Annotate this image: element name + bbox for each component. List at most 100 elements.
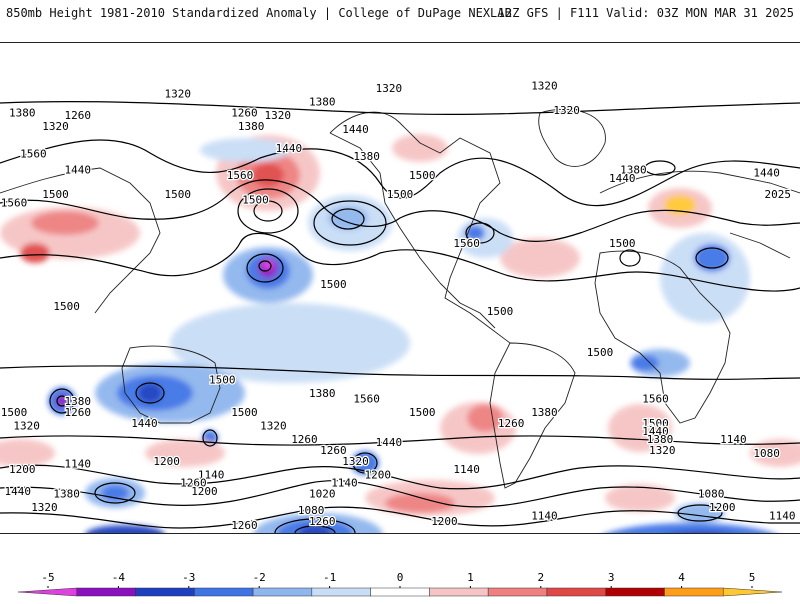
contour-label: 1440 — [276, 142, 303, 155]
contour-label: 1260 — [309, 515, 336, 528]
contour-label: 1500 — [409, 169, 436, 182]
contour-label: 1320 — [376, 82, 403, 95]
height-contours — [0, 101, 800, 533]
contour-label: 1320 — [42, 120, 69, 133]
contour-label: 1440 — [642, 425, 669, 438]
contour-label: 1200 — [9, 463, 36, 476]
contour-label: 1260 — [498, 417, 525, 430]
contour-label: 1380 — [9, 107, 36, 120]
colorbar-tick-label: -5 — [41, 571, 54, 584]
contour-label: 1380 — [53, 488, 80, 501]
map-title: 850mb Height 1981-2010 Standardized Anom… — [6, 6, 512, 20]
contour-label: 1140 — [769, 509, 796, 522]
colorbar-segment — [546, 587, 606, 597]
contour-label: 1140 — [198, 469, 225, 482]
contour-label: 1320 — [13, 420, 40, 433]
colorbar-segment — [370, 587, 430, 597]
contour-label: 1500 — [387, 188, 414, 201]
contour-label: 1080 — [698, 488, 725, 501]
contour-label: 1560 — [20, 147, 47, 160]
contour-label: 1440 — [609, 172, 636, 185]
contour-label: 1320 — [31, 501, 58, 514]
contour-label: 1560 — [353, 392, 380, 405]
contour-label: 1080 — [753, 447, 780, 460]
contour-label: 1500 — [209, 373, 236, 386]
colorbar-segment — [194, 587, 254, 597]
contour-label: 1320 — [531, 79, 558, 92]
contour-label: 2025 — [765, 188, 792, 201]
contour-label: 1500 — [231, 406, 258, 419]
contour-label: 1200 — [365, 469, 392, 482]
colorbar-segment — [429, 587, 489, 597]
contour-label: 1380 — [309, 387, 336, 400]
contour-label: 1560 — [227, 169, 254, 182]
contour-label: 1260 — [231, 519, 258, 532]
contour-label: 1320 — [260, 420, 287, 433]
contour-label: 1500 — [165, 188, 192, 201]
contour-label: 1200 — [709, 501, 736, 514]
contour-label: 1020 — [309, 488, 336, 501]
contour-label: 1140 — [531, 509, 558, 522]
contour-label: 1260 — [65, 109, 92, 122]
colorbar-tick-label: 1 — [467, 571, 474, 584]
colorbar-tick-label: 3 — [608, 571, 615, 584]
colorbar-tick-label: 4 — [678, 571, 685, 584]
contour-label: 1440 — [131, 417, 158, 430]
contour-label: 1260 — [65, 406, 92, 419]
contour-label: 1380 — [531, 406, 558, 419]
contour-label: 1500 — [320, 278, 347, 291]
contour-label: 1500 — [409, 406, 436, 419]
colorbar-tick-label: -3 — [182, 571, 195, 584]
colorbar-tick-label: -1 — [323, 571, 336, 584]
contour-label: 1200 — [431, 515, 458, 528]
contour-label: 1440 — [753, 166, 780, 179]
contour-label: 1260 — [320, 444, 347, 457]
colorbar-tick-label: -2 — [253, 571, 266, 584]
colorbar-segment — [17, 587, 78, 597]
coastlines — [0, 108, 800, 489]
contour-label: 1260 — [180, 477, 207, 490]
contour-label: 1380 — [620, 164, 647, 177]
contour-label: 1140 — [65, 458, 92, 471]
colorbar-tick-label: -4 — [112, 571, 126, 584]
contour-label: 1500 — [609, 237, 636, 250]
contour-label: 1440 — [376, 436, 403, 449]
contour-label: 1320 — [265, 109, 292, 122]
contour-label: 1380 — [647, 433, 674, 446]
contour-label: 1440 — [65, 164, 92, 177]
contour-label: 1080 — [298, 504, 325, 517]
contour-label: 1500 — [587, 346, 614, 359]
map-panel[interactable]: 1320 1320 1320 1380 1260 1320 1380 1260 1320 1380… — [0, 42, 800, 534]
colorbar-segment — [487, 587, 548, 597]
colorbar-segment — [664, 587, 724, 597]
contour-label: 1500 — [42, 188, 69, 201]
contour-label: 1140 — [453, 463, 480, 476]
contour-label: 1500 — [1, 406, 28, 419]
colorbar-segment — [135, 587, 195, 597]
anomaly-shading — [0, 134, 800, 533]
contour-label: 1320 — [165, 87, 192, 100]
contour-label: 1200 — [153, 455, 180, 468]
contour-label: 1200 — [191, 485, 218, 498]
contour-label: 1380 — [353, 150, 380, 163]
contour-label: 1380 — [65, 395, 92, 408]
colorbar-tick-label: 5 — [749, 571, 756, 584]
contour-label: 1320 — [553, 104, 580, 117]
colorbar-segment — [76, 587, 136, 597]
colorbar-segment — [722, 587, 783, 597]
colorbar-segment — [605, 587, 665, 597]
contour-label: 1380 — [238, 120, 265, 133]
contour-label: 1260 — [231, 107, 258, 120]
contour-label: 1500 — [242, 194, 269, 207]
contour-label: 1560 — [1, 196, 28, 209]
contour-label: 1500 — [487, 305, 514, 318]
contour-label: 1140 — [331, 477, 358, 490]
colorbar-segment — [311, 587, 371, 597]
contour-label: 1320 — [649, 444, 676, 457]
colorbar-tick-label: 0 — [397, 571, 404, 584]
contour-label: 1320 — [342, 455, 369, 468]
contour-label: 1260 — [291, 433, 318, 446]
contour-label: 1380 — [309, 96, 336, 109]
